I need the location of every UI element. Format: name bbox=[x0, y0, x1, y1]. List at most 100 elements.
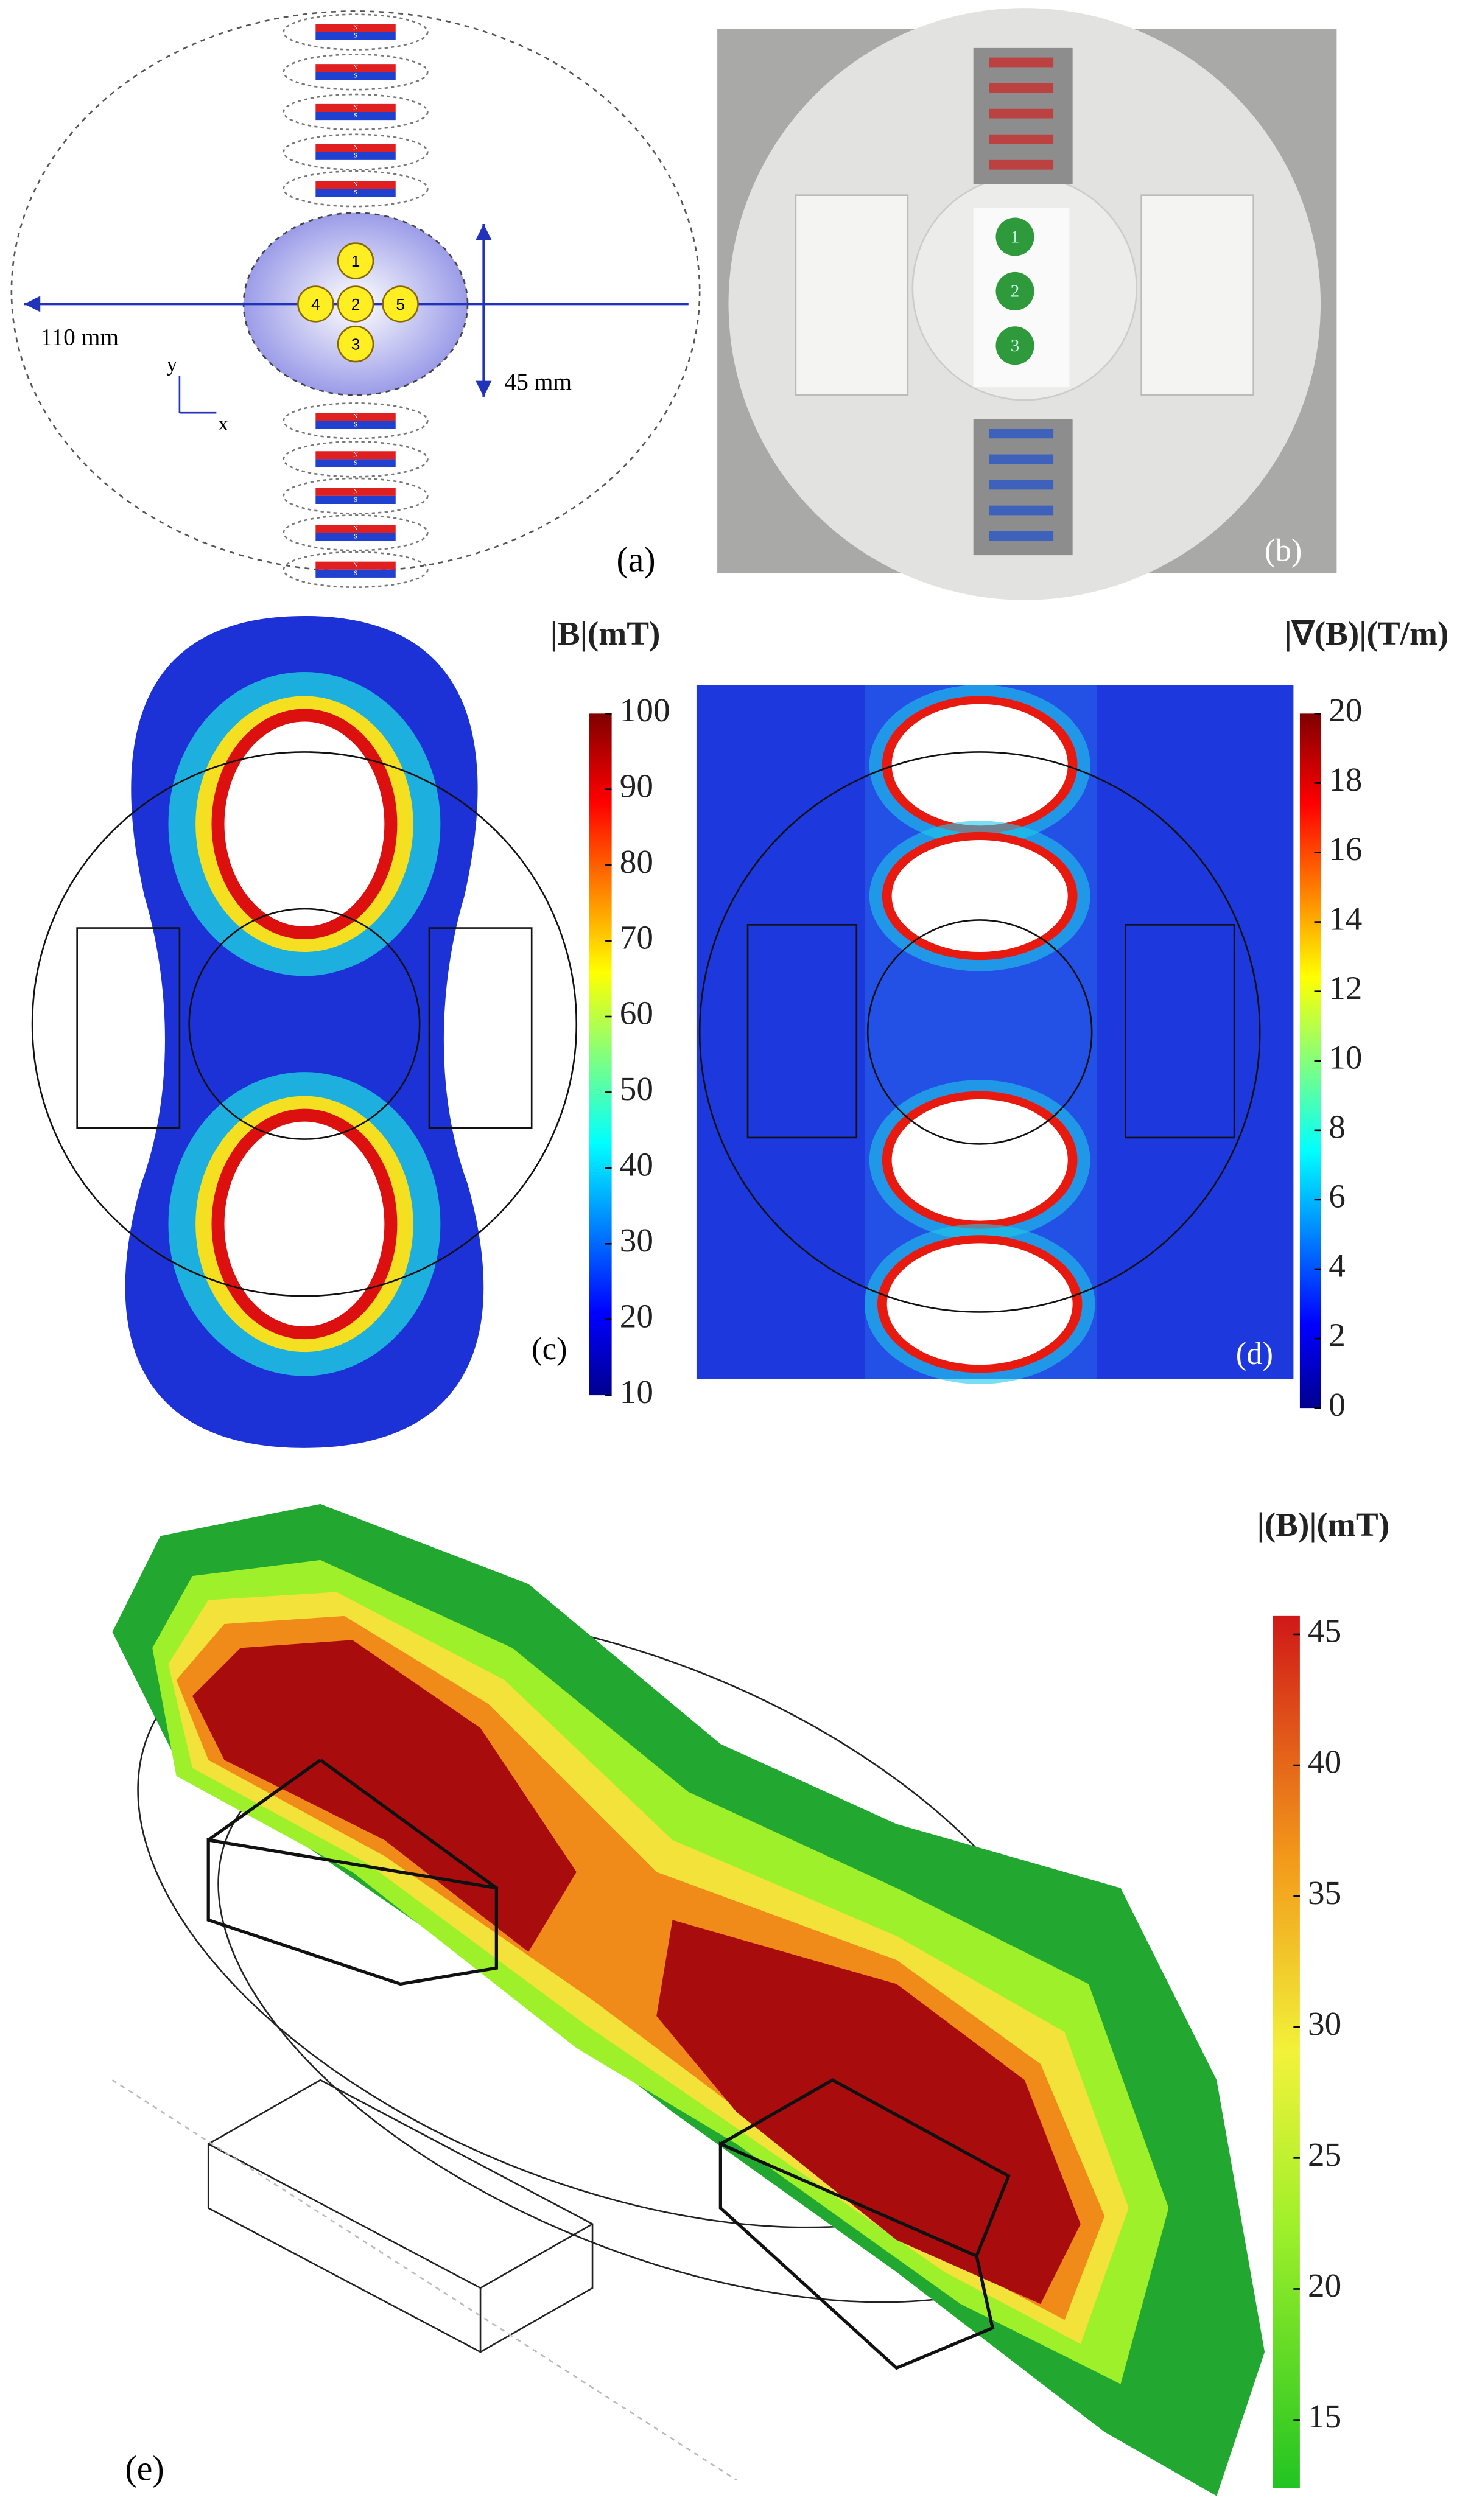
photo-marker-label: 2 bbox=[1011, 282, 1019, 301]
magnet-tag bbox=[989, 480, 1054, 490]
colorbar-tick-label: 10 bbox=[1329, 1038, 1362, 1076]
magnet-south bbox=[315, 152, 396, 160]
colorbar-tick-label: 30 bbox=[620, 1222, 653, 1259]
magnet-south bbox=[315, 112, 396, 121]
magnet-north bbox=[315, 413, 396, 421]
pole-label: S bbox=[354, 570, 357, 577]
magnet-tag bbox=[989, 57, 1054, 68]
axes-icon bbox=[178, 376, 217, 414]
pole-label: S bbox=[354, 421, 357, 428]
pole-label: S bbox=[354, 497, 357, 503]
magnet-array bbox=[718, 2078, 1011, 2370]
magnet-north bbox=[315, 488, 396, 496]
panel-label: (b) bbox=[1265, 533, 1302, 569]
magnet-field bbox=[283, 402, 429, 439]
outline bbox=[1125, 924, 1235, 1139]
colorbar-tick-label: 18 bbox=[1329, 761, 1362, 798]
field-core bbox=[192, 1640, 1081, 2305]
position-label: 4 bbox=[311, 295, 320, 313]
pole-label: S bbox=[354, 533, 357, 540]
height-label: 45 mm bbox=[505, 368, 572, 395]
panel-a: 110 mm 45 mm y x (a) NSNSNSNSNSNSNSNSNSN… bbox=[10, 10, 701, 588]
magnet-field bbox=[283, 441, 429, 478]
outline bbox=[31, 751, 578, 1297]
outline bbox=[188, 908, 421, 1140]
colorbar-tick-label: 70 bbox=[620, 919, 653, 956]
colorbar-tick-label: 60 bbox=[620, 995, 653, 1032]
magnet-field bbox=[283, 170, 429, 208]
panel-c: (c) 10 20 30 40 50 60 70 80 90 100 |B|(mT) bbox=[31, 615, 670, 1448]
position-marker bbox=[337, 285, 374, 323]
pole-label: N bbox=[353, 24, 358, 31]
position-label: 3 bbox=[351, 335, 360, 354]
outline bbox=[207, 2079, 594, 2353]
magnet-north bbox=[315, 24, 396, 32]
magnet-south bbox=[315, 495, 396, 504]
arrow-head bbox=[24, 296, 41, 312]
pole-label: S bbox=[354, 72, 357, 79]
colorbar-tick-label: 30 bbox=[1308, 2005, 1341, 2042]
panel-b: 1 2 3 (b) bbox=[717, 8, 1337, 600]
colorbar-tick-label: 20 bbox=[1329, 691, 1362, 729]
position-label: 2 bbox=[351, 295, 360, 313]
colorbar-title: |B|(mT) bbox=[550, 615, 661, 652]
magnet-tag bbox=[989, 159, 1054, 170]
axis-label: x bbox=[218, 413, 228, 435]
magnet-field bbox=[283, 477, 429, 515]
magnet-south bbox=[315, 32, 396, 40]
outline bbox=[428, 927, 533, 1129]
pole-label: N bbox=[353, 525, 358, 532]
field-core bbox=[886, 1243, 1073, 1365]
magnet-field bbox=[283, 93, 429, 131]
magnet-south bbox=[315, 189, 396, 197]
colorbar-tick-label: 50 bbox=[620, 1070, 653, 1107]
pole-label: N bbox=[353, 452, 358, 458]
width-label: 110 mm bbox=[40, 323, 119, 350]
magnet-north bbox=[315, 64, 396, 72]
magnet-north bbox=[315, 181, 396, 189]
pole-label: N bbox=[353, 489, 358, 495]
outline bbox=[76, 927, 181, 1129]
magnet-tag bbox=[989, 505, 1054, 516]
magnet-field bbox=[283, 13, 429, 51]
magnet-field bbox=[283, 551, 429, 588]
colorbar-tick-label: 25 bbox=[1308, 2136, 1341, 2173]
magnet-south bbox=[315, 569, 396, 578]
colorbar-tick-label: 14 bbox=[1329, 900, 1362, 937]
magnet-south bbox=[315, 533, 396, 541]
colorbar bbox=[589, 713, 612, 1396]
colorbar-tick-label: 80 bbox=[620, 843, 653, 880]
magnet-tag bbox=[989, 429, 1054, 439]
colorbar-tick-label: 40 bbox=[1308, 1743, 1341, 1780]
colorbar-tick-label: 6 bbox=[1329, 1178, 1346, 1215]
colorbar-tick-label: 35 bbox=[1308, 1874, 1341, 1911]
magnet-field bbox=[283, 133, 429, 170]
magnet-tag bbox=[989, 531, 1054, 541]
field-core bbox=[891, 1099, 1068, 1221]
position-label: 1 bbox=[351, 252, 360, 270]
magnet-tag bbox=[989, 134, 1054, 144]
colorbar-title: |∇(B)|(T/m) bbox=[1285, 615, 1449, 652]
photo-marker-label: 1 bbox=[1011, 227, 1019, 247]
colorbar-tick-label: 8 bbox=[1329, 1108, 1346, 1145]
colorbar-tick-label: 16 bbox=[1329, 830, 1362, 867]
colorbar-tick-label: 90 bbox=[620, 767, 653, 804]
position-marker bbox=[297, 285, 334, 323]
magnet-field bbox=[283, 54, 429, 91]
magnet-north bbox=[315, 561, 396, 570]
pole-label: N bbox=[353, 105, 358, 111]
photo-marker bbox=[995, 217, 1034, 256]
field-core bbox=[891, 840, 1068, 952]
position-marker bbox=[337, 325, 374, 363]
magnet-south bbox=[315, 459, 396, 467]
colorbar-tick-label: 100 bbox=[620, 691, 670, 729]
magnet-array bbox=[206, 1759, 498, 1986]
pole-label: S bbox=[354, 189, 357, 196]
panel-label: (c) bbox=[532, 1331, 567, 1367]
magnet-south bbox=[315, 72, 396, 80]
field-core bbox=[891, 704, 1068, 826]
photo-marker-label: 3 bbox=[1011, 336, 1019, 355]
colorbar-tick-label: 15 bbox=[1308, 2398, 1341, 2435]
panel-d: (d) 0 2 4 6 8 10 12 14 16 18 20 |∇(B)|(T/m) bbox=[696, 615, 1449, 1423]
magnet-tag bbox=[989, 108, 1054, 119]
